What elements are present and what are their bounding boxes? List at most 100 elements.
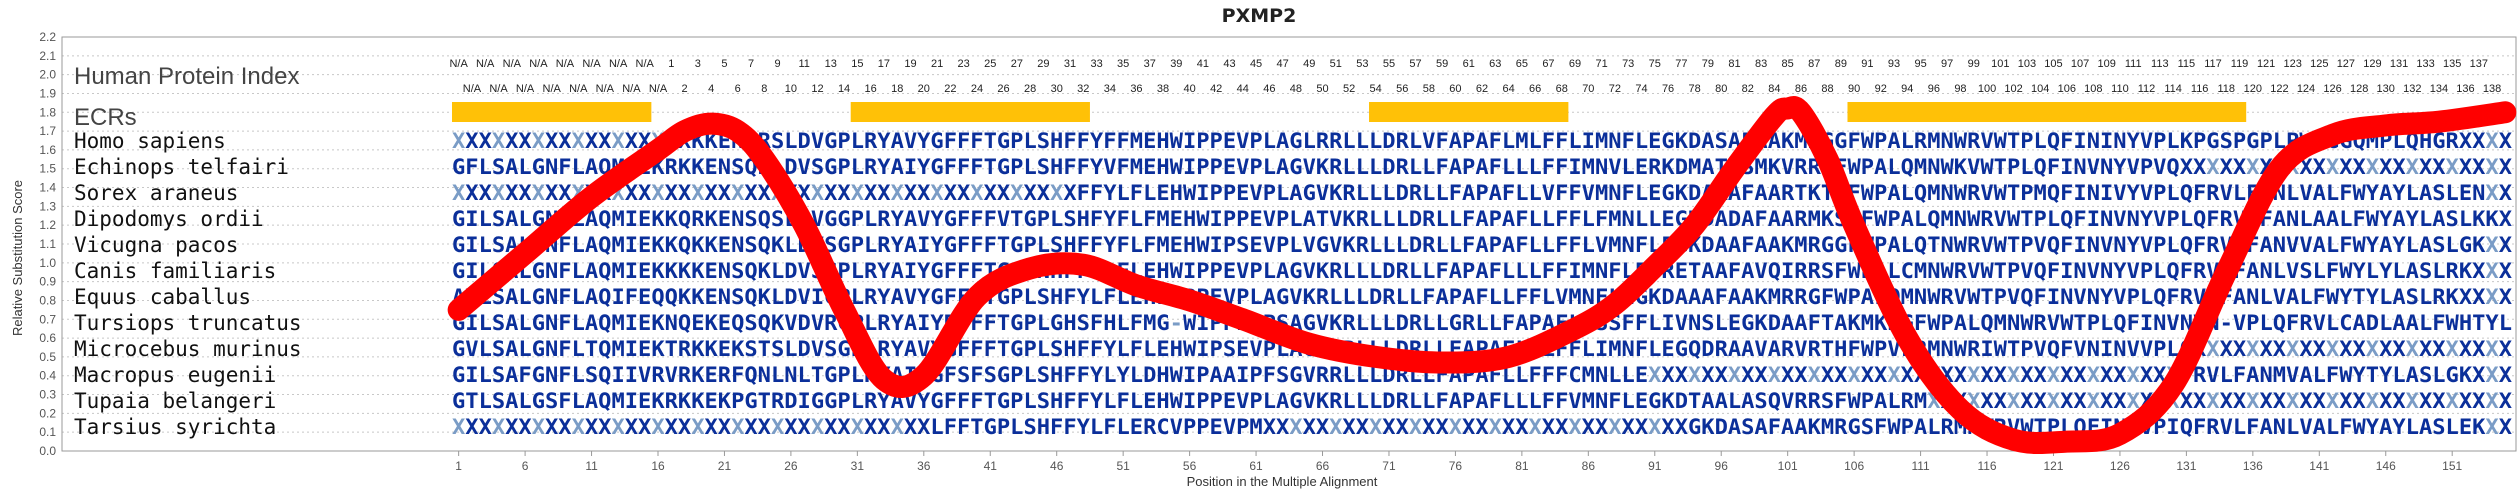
residue: X	[2499, 259, 2513, 283]
residue: Y	[1117, 363, 1131, 387]
residue: F	[1435, 389, 1448, 413]
residue: T	[2020, 207, 2033, 231]
residue: K	[651, 233, 665, 257]
residue: F	[1622, 311, 1635, 335]
residue: V	[2113, 181, 2127, 205]
residue: F	[957, 259, 970, 283]
residue: E	[1143, 389, 1156, 413]
human-protein-index-row: N/A N/A N/A N/A N/A N/A N/A N/A 1 3 5 7 9 11 13 15 17 19 2…	[449, 58, 2501, 95]
residue: F	[1077, 233, 1090, 257]
residue: L	[2446, 181, 2459, 205]
residue: Q	[2047, 337, 2060, 361]
x-tick-label: 51	[1116, 459, 1130, 473]
index-label-top: 61	[1463, 58, 1475, 70]
index-label-bottom: 18	[891, 83, 903, 95]
residue: P	[2153, 181, 2166, 205]
residue: X	[2073, 363, 2087, 387]
x-tick-label: 16	[651, 459, 665, 473]
residue: L	[1635, 181, 1648, 205]
residue: D	[784, 259, 797, 283]
residue: Q	[2166, 155, 2179, 179]
residue: G	[997, 389, 1010, 413]
residue: X	[678, 415, 692, 439]
residue: D	[1409, 207, 1422, 231]
residue: W	[1954, 337, 1968, 361]
residue: R	[1781, 337, 1795, 361]
residue: -	[1170, 311, 1183, 335]
residue: G	[452, 337, 465, 361]
residue: K	[1329, 311, 1343, 335]
residue: E	[1223, 389, 1236, 413]
residue: X	[2485, 181, 2499, 205]
residue: G	[930, 129, 943, 153]
x-tick-label: 61	[1249, 459, 1263, 473]
index-label-top: 131	[2390, 58, 2408, 70]
residue: A	[505, 337, 519, 361]
residue: L	[1887, 389, 1900, 413]
index-label-bottom: 82	[1742, 83, 1754, 95]
residue: G	[1050, 311, 1063, 335]
residue: L	[572, 389, 585, 413]
residue: X	[1382, 415, 1396, 439]
residue: Y	[2353, 259, 2367, 283]
residue: L	[1475, 311, 1488, 335]
residue: A	[1728, 337, 1742, 361]
residue: X	[1994, 363, 2008, 387]
residue: S	[492, 363, 505, 387]
residue: R	[1422, 207, 1436, 231]
residue: D	[1715, 415, 1728, 439]
residue: R	[1941, 285, 1955, 309]
index-label-top: 25	[984, 58, 996, 70]
residue: F	[1555, 259, 1568, 283]
residue: M	[1914, 155, 1927, 179]
residue: W	[1887, 415, 1901, 439]
index-label-bottom: 108	[2084, 83, 2102, 95]
residue: X	[2379, 389, 2393, 413]
residue: L	[1582, 207, 1595, 231]
residue: L	[1635, 129, 1648, 153]
residue: L	[2392, 363, 2405, 387]
residue: A	[1675, 285, 1689, 309]
residue: A	[1263, 285, 1277, 309]
residue: L	[572, 363, 585, 387]
y-tick-label: 1.6	[39, 143, 56, 157]
residue: F	[1063, 389, 1076, 413]
y-tick-label: 1.5	[39, 162, 56, 176]
residue: W	[1941, 259, 1955, 283]
residue: G	[824, 207, 837, 231]
residue: L	[1502, 155, 1515, 179]
y-tick-label: 0.3	[39, 388, 56, 402]
residue: K	[1342, 207, 1356, 231]
residue: G	[837, 337, 850, 361]
residue: A	[2246, 363, 2260, 387]
residue: X	[2326, 389, 2340, 413]
residue: M	[1156, 207, 1169, 231]
residue: X	[1834, 363, 1848, 387]
residue: L	[1303, 129, 1316, 153]
residue: G	[532, 311, 545, 335]
residue: F	[2047, 155, 2060, 179]
residue: L	[771, 363, 784, 387]
index-label-bottom: 64	[1502, 83, 1514, 95]
residue: W	[1941, 155, 1955, 179]
residue: L	[2166, 337, 2179, 361]
residue: X	[651, 415, 665, 439]
residue: X	[1595, 415, 1609, 439]
residue: L	[518, 285, 531, 309]
residue: Q	[598, 259, 611, 283]
residue: Q	[1927, 207, 1940, 231]
residue: K	[2459, 363, 2473, 387]
residue: X	[1289, 415, 1303, 439]
residue: L	[1010, 415, 1023, 439]
residue: A	[1741, 207, 1755, 231]
residue: R	[1967, 337, 1981, 361]
residue: G	[2246, 129, 2259, 153]
residue: I	[465, 363, 478, 387]
residue: N	[718, 155, 731, 179]
residue: A	[1701, 129, 1715, 153]
residue: L	[2020, 155, 2033, 179]
residue: X	[1887, 363, 1901, 387]
residue: N	[2087, 129, 2100, 153]
residue: V	[1289, 285, 1303, 309]
residue: X	[545, 415, 559, 439]
